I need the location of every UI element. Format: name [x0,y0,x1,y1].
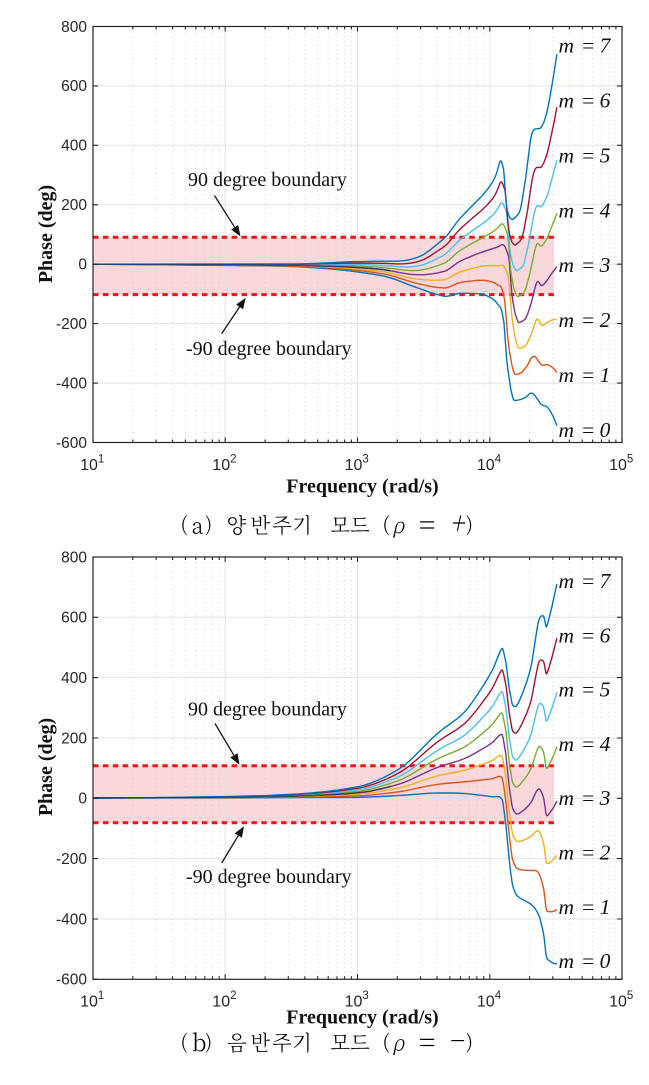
svg-text:-90 degree boundary: -90 degree boundary [186,338,352,360]
svg-text:400: 400 [61,138,87,155]
svg-text:m = 7: m = 7 [559,34,612,58]
svg-text:m = 2: m = 2 [559,308,611,332]
svg-text:-200: -200 [56,316,87,333]
svg-text:m = 4: m = 4 [559,198,611,222]
svg-text:600: 600 [61,78,87,95]
svg-text:m = 5: m = 5 [559,678,611,702]
svg-text:-90 degree boundary: -90 degree boundary [186,866,352,888]
svg-text:200: 200 [61,730,87,747]
svg-text:m = 3: m = 3 [559,253,611,277]
svg-text:800: 800 [61,19,87,36]
svg-text:m = 7: m = 7 [559,569,612,593]
svg-text:m = 6: m = 6 [559,89,611,113]
svg-text:m = 5: m = 5 [559,143,611,167]
svg-text:m = 0: m = 0 [559,949,611,973]
svg-text:90 degree boundary: 90 degree boundary [188,698,347,720]
svg-text:200: 200 [61,197,87,214]
svg-text:m = 1: m = 1 [559,895,611,919]
svg-text:m = 1: m = 1 [559,363,611,387]
svg-text:m = 4: m = 4 [559,732,611,756]
svg-text:0: 0 [78,791,87,808]
svg-text:m = 2: m = 2 [559,841,611,865]
svg-text:m = 3: m = 3 [559,786,611,810]
svg-text:400: 400 [61,670,87,687]
svg-text:-400: -400 [56,911,87,928]
svg-text:-200: -200 [56,851,87,868]
svg-text:Frequency (rad/s): Frequency (rad/s) [286,476,438,498]
svg-text:Frequency (rad/s): Frequency (rad/s) [286,1006,438,1028]
svg-text:800: 800 [61,549,87,566]
svg-text:Phase (deg): Phase (deg) [35,185,57,283]
svg-text:-600: -600 [56,435,87,452]
svg-text:600: 600 [61,610,87,627]
svg-text:-400: -400 [56,375,87,392]
svg-text:m = 6: m = 6 [559,623,611,647]
svg-text:m = 0: m = 0 [559,418,611,442]
svg-text:Phase (deg): Phase (deg) [35,718,57,816]
svg-text:90 degree boundary: 90 degree boundary [188,169,347,191]
svg-text:0: 0 [78,257,87,274]
svg-text:-600: -600 [56,972,87,989]
